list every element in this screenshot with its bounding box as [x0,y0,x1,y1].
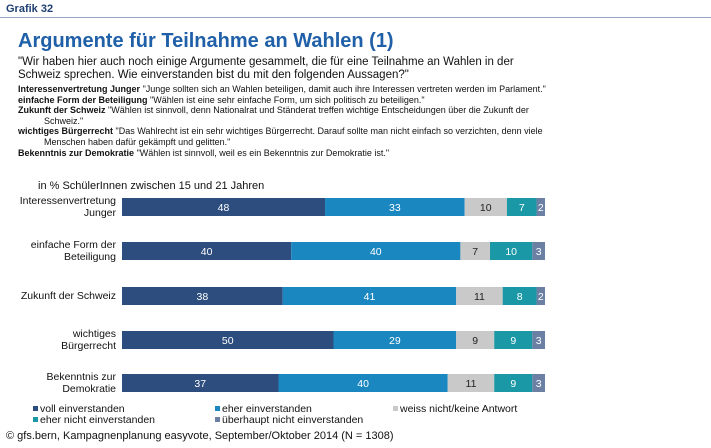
bar-segment [456,287,503,305]
legend-label: weiss nicht/keine Antwort [399,403,517,415]
argument-label: wichtiges Bürgerrecht [18,126,114,137]
argument-text: "Wählen ist sinnvoll, denn Nationalrat u… [44,105,529,126]
bar-segment [502,287,537,305]
bar-segment [333,331,457,349]
bar-segment [122,198,326,216]
value-label: 3 [536,246,542,258]
value-label: 10 [505,246,517,258]
value-label: 38 [197,291,209,303]
legend-label: eher nicht einverstanden [40,414,155,426]
argument-text: "Junge sollten sich an Wahlen beteiligen… [142,84,546,94]
argument-text: "Das Wahlrecht ist ein sehr wichtiges Bü… [44,126,543,147]
category-line: wichtiges [72,328,116,340]
category-line: einfache Form der [31,239,117,251]
value-label: 2 [538,291,544,303]
category-label: wichtiges Bürgerrecht [61,328,116,352]
category-label: Bekenntnis zur Demokratie [47,371,117,395]
argument: Interessenvertretung Junger "Junge sollt… [18,84,548,95]
legend-swatch [215,417,220,422]
bar-segment [122,242,292,260]
legend-swatch [215,406,220,411]
category-line: Beteiligung [64,251,116,263]
value-label: 48 [218,202,230,214]
category-line: Bekenntnis zur [47,371,117,383]
value-label: 3 [536,335,542,347]
argument: Zukunft der Schweiz "Wählen ist sinnvoll… [18,105,548,126]
bar-segment [464,198,507,216]
legend-swatch [33,417,38,422]
argument: einfache Form der Beteiligung "Wählen is… [18,95,548,106]
value-label: 2 [538,202,544,214]
argument-label: Bekenntnis zur Demokratie [18,147,135,158]
bar-segment [536,287,545,305]
value-label: 8 [517,291,523,303]
legend-label: überhaupt nicht einverstanden [222,414,363,426]
arguments: Interessenvertretung Junger "Junge sollt… [18,84,548,158]
bar-segment [456,331,495,349]
legend-swatch [33,406,38,411]
legend-swatch [393,406,398,411]
argument-text: "Wählen ist sinnvoll, weil es ein Bekenn… [136,147,390,158]
value-label: 40 [201,246,213,258]
value-label: 41 [364,291,376,303]
value-label: 3 [536,378,542,390]
bar-segment [282,287,457,305]
category-line: Junger [84,207,117,219]
subtitle: in % SchülerInnen zwischen 15 und 21 Jah… [38,180,265,192]
value-label: 29 [389,335,401,347]
bar-segment [278,374,448,392]
header-bar [0,0,711,18]
argument-label: Zukunft der Schweiz [18,105,106,116]
category-label: Interessenvertretung Junger [20,195,117,219]
bar-segment [506,198,537,216]
value-label: 10 [480,202,492,214]
bar-segment [532,331,545,349]
value-label: 7 [519,202,525,214]
bar-segment [122,287,283,305]
category-line: Bürgerrecht [61,340,116,352]
argument-label: einfache Form der Beteiligung [18,94,148,105]
value-label: 9 [510,335,516,347]
title: Argumente für Teilnahme an Wahlen (1) [18,30,394,52]
question: "Wir haben hier auch noch einige Argumen… [18,56,514,81]
category-label: Zukunft der Schweiz [21,290,116,302]
value-label: 11 [474,291,485,303]
category-line: Zukunft der Schweiz [21,290,116,302]
legend-label: eher einverstanden [222,403,312,415]
category-line: Interessenvertretung [20,195,116,207]
value-label: 9 [472,335,478,347]
value-label: 50 [222,335,234,347]
bar-segment [122,331,334,349]
bar-segment [532,374,545,392]
category-label: einfache Form der Beteiligung [31,239,117,263]
value-label: 9 [510,378,516,390]
source: © gfs.bern, Kampagnenplanung easyvote, S… [6,430,394,442]
argument: wichtiges Bürgerrecht "Das Wahlrecht ist… [18,126,548,147]
bar-segment [490,242,533,260]
bar-segment [122,374,279,392]
category-line: Demokratie [62,383,116,395]
value-label: 7 [472,246,478,258]
legend-label: voll einverstanden [40,403,125,415]
value-label: 37 [194,378,206,390]
argument: Bekenntnis zur Demokratie "Wählen ist si… [18,148,548,159]
argument-label: Interessenvertretung Junger [18,84,141,94]
value-label: 11 [466,378,477,390]
argument-text: "Wählen ist eine sehr einfache Form, um … [150,94,425,105]
bar-segment [291,242,461,260]
bar-segment [494,374,533,392]
bar-segment [536,198,545,216]
bar-segment [460,242,491,260]
figure-label: Grafik 32 [6,3,54,15]
bar-segment [532,242,545,260]
value-label: 40 [357,378,369,390]
value-label: 33 [389,202,401,214]
bar-segment [325,198,465,216]
bar-segment [494,331,533,349]
bar-segment [447,374,495,392]
value-label: 40 [370,246,382,258]
